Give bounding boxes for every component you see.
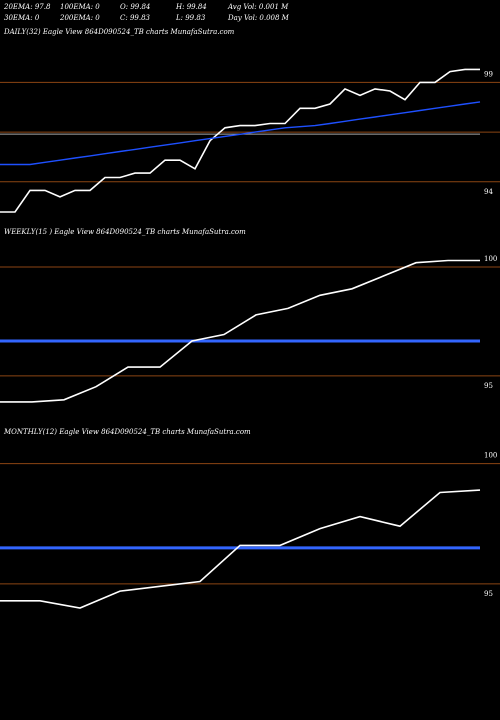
y-tick-label: 100 <box>484 452 497 460</box>
weekly-chart: 100 95 <box>0 255 500 403</box>
daily-chart: 99 94 <box>0 68 500 213</box>
daily-panel-title: DAILY(32) Eagle View 864D090524_TB chart… <box>4 28 235 36</box>
ema-line <box>0 101 481 166</box>
low-label: L: 99.83 <box>176 14 206 22</box>
price-line <box>0 259 480 403</box>
open-label: O: 99.84 <box>120 3 151 11</box>
price-line <box>0 68 480 213</box>
y-tick-label: 99 <box>484 70 493 78</box>
high-label: H: 99.84 <box>176 3 207 11</box>
weekly-panel-title: WEEKLY(15 ) Eagle View 864D090524_TB cha… <box>4 228 246 236</box>
avg-vol-label: Avg Vol: 0.001 M <box>228 3 289 11</box>
monthly-chart: 100 95 <box>0 452 500 609</box>
day-vol-label: Day Vol: 0.008 M <box>228 14 289 22</box>
monthly-panel-title: MONTHLY(12) Eagle View 864D090524_TB cha… <box>4 428 251 436</box>
y-tick-label: 95 <box>484 382 493 390</box>
ema30-label: 30EMA: 0 <box>4 14 40 22</box>
ema200-label: 200EMA: 0 <box>60 14 100 22</box>
price-line <box>0 489 481 609</box>
y-tick-label: 95 <box>484 590 493 598</box>
ema100-label: 100EMA: 0 <box>60 3 100 11</box>
close-label: C: 99.83 <box>120 14 150 22</box>
y-tick-label: 94 <box>484 188 493 196</box>
y-tick-label: 100 <box>484 255 497 263</box>
ema20-label: 20EMA: 97.8 <box>4 3 51 11</box>
